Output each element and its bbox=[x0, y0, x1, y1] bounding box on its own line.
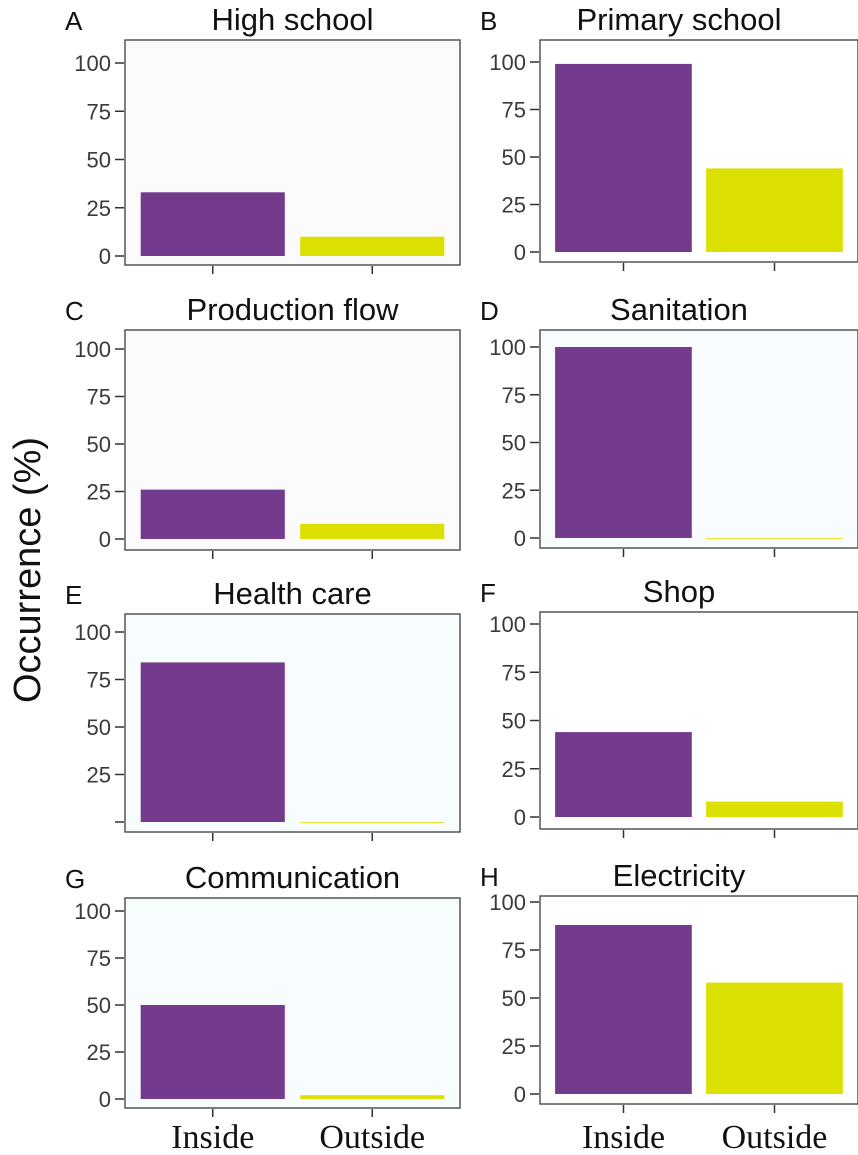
y-tick-label: 50 bbox=[87, 432, 111, 457]
x-label-inside: Inside bbox=[582, 1119, 665, 1155]
panel-title: Production flow bbox=[187, 292, 400, 327]
panel-title: Shop bbox=[643, 574, 715, 609]
y-tick-label: 75 bbox=[502, 938, 526, 963]
panel-title: Primary school bbox=[577, 2, 782, 37]
y-tick-label: 25 bbox=[87, 763, 111, 788]
panels: 0 25 50 75 100 A High school 0 25 50 75 100 B Primary… bbox=[65, 2, 858, 1117]
bar-inside bbox=[140, 1005, 285, 1099]
y-tick-label: 100 bbox=[74, 51, 111, 76]
y-tick-label: 25 bbox=[502, 478, 526, 503]
plot-frame bbox=[124, 897, 461, 1109]
y-tick-label: 100 bbox=[489, 50, 526, 75]
bar-outside bbox=[300, 523, 445, 539]
y-tick-label: 0 bbox=[99, 244, 111, 269]
y-tick-label: 75 bbox=[502, 660, 526, 685]
x-label-outside: Outside bbox=[722, 1119, 828, 1155]
panel-e: 25 50 75 100 E Health care bbox=[65, 576, 461, 841]
plot-frame bbox=[539, 895, 858, 1105]
y-tick-label: 0 bbox=[99, 1087, 111, 1112]
y-tick-label: 25 bbox=[87, 480, 111, 505]
panel-letter: A bbox=[65, 6, 83, 36]
y-tick-label: 50 bbox=[502, 145, 526, 170]
plot-frame bbox=[539, 611, 858, 830]
bar-outside bbox=[300, 822, 445, 823]
panel-letter: F bbox=[480, 578, 496, 608]
plot-frame bbox=[124, 613, 461, 833]
x-axis-labels: Inside Outside Inside Outside bbox=[171, 1119, 827, 1155]
panel-d: 0 25 50 75 100 D Sanitation bbox=[480, 292, 858, 557]
x-label-inside: Inside bbox=[171, 1119, 254, 1155]
y-tick-label: 100 bbox=[489, 335, 526, 360]
y-tick-label: 50 bbox=[87, 715, 111, 740]
x-label-outside: Outside bbox=[319, 1119, 425, 1155]
bar-inside bbox=[140, 192, 285, 256]
bar-outside bbox=[706, 801, 843, 817]
y-tick-label: 75 bbox=[87, 946, 111, 971]
y-tick-label: 50 bbox=[502, 986, 526, 1011]
plot-frame bbox=[539, 329, 858, 549]
panel-title: Electricity bbox=[613, 858, 746, 893]
y-tick-label: 0 bbox=[514, 1082, 526, 1107]
y-tick-label: 0 bbox=[99, 527, 111, 552]
y-tick-label: 0 bbox=[514, 240, 526, 265]
bar-outside bbox=[300, 1095, 445, 1099]
panel-title: Communication bbox=[185, 860, 400, 895]
panel-letter: D bbox=[480, 296, 499, 326]
panel-c: 0 25 50 75 100 C Production flow bbox=[65, 292, 461, 559]
y-tick-label: 75 bbox=[87, 99, 111, 124]
panel-letter: G bbox=[65, 864, 85, 894]
y-tick-label: 100 bbox=[74, 337, 111, 362]
panel-letter: H bbox=[480, 862, 499, 892]
panel-title: Health care bbox=[213, 576, 372, 611]
bar-inside bbox=[140, 489, 285, 539]
plot-frame bbox=[124, 39, 461, 266]
panel-letter: E bbox=[65, 580, 82, 610]
y-tick-label: 100 bbox=[74, 620, 111, 645]
bar-outside bbox=[706, 982, 843, 1094]
panel-a: 0 25 50 75 100 A High school bbox=[65, 2, 461, 274]
bar-inside bbox=[555, 925, 692, 1094]
panel-b: 0 25 50 75 100 B Primary school bbox=[480, 2, 858, 271]
bar-inside bbox=[555, 347, 692, 538]
y-tick-label: 50 bbox=[502, 431, 526, 456]
bar-outside bbox=[300, 236, 445, 256]
y-tick-label: 25 bbox=[87, 1040, 111, 1065]
plot-frame bbox=[539, 39, 858, 263]
panel-letter: B bbox=[480, 6, 497, 36]
y-tick-label: 0 bbox=[514, 805, 526, 830]
y-tick-label: 100 bbox=[74, 899, 111, 924]
y-tick-label: 100 bbox=[489, 890, 526, 915]
y-tick-label: 75 bbox=[502, 383, 526, 408]
bar-outside bbox=[706, 168, 843, 252]
bar-outside bbox=[706, 538, 843, 539]
panel-f: 0 25 50 75 100 F Shop bbox=[480, 574, 858, 838]
y-tick-label: 75 bbox=[87, 385, 111, 410]
y-tick-label: 25 bbox=[502, 1034, 526, 1059]
bar-inside bbox=[555, 63, 692, 253]
bar-inside bbox=[555, 732, 692, 817]
y-tick-label: 50 bbox=[87, 148, 111, 173]
y-tick-label: 50 bbox=[87, 993, 111, 1018]
bar-inside bbox=[140, 662, 285, 822]
y-tick-label: 25 bbox=[87, 196, 111, 221]
plot-frame bbox=[124, 329, 461, 551]
panel-letter: C bbox=[65, 296, 84, 326]
y-tick-label: 100 bbox=[489, 612, 526, 637]
panel-title: Sanitation bbox=[610, 292, 748, 327]
panel-title: High school bbox=[212, 2, 374, 37]
y-tick-label: 75 bbox=[502, 98, 526, 123]
y-tick-label: 75 bbox=[87, 668, 111, 693]
y-tick-label: 25 bbox=[502, 193, 526, 218]
panel-g: 0 25 50 75 100 G Communication bbox=[65, 860, 461, 1117]
y-tick-label: 0 bbox=[514, 526, 526, 551]
y-tick-label: 25 bbox=[502, 757, 526, 782]
y-tick-label: 50 bbox=[502, 709, 526, 734]
y-axis-title: Occurrence (%) bbox=[7, 437, 49, 703]
